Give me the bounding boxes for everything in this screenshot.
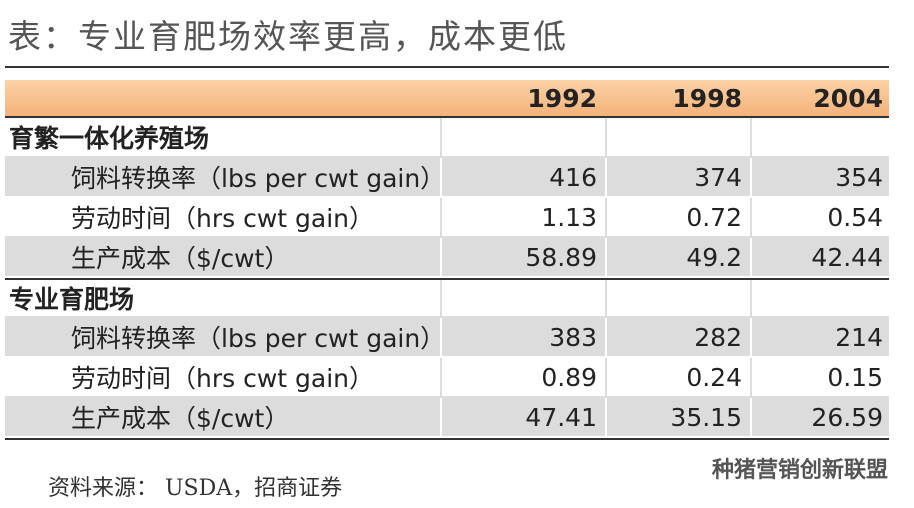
header-row: 1992 1998 2004 — [5, 80, 889, 118]
cell: 0.72 — [605, 198, 748, 236]
cell — [605, 118, 748, 156]
data-row: 饲料转换率（lbs per cwt gain） 416 374 354 — [5, 158, 889, 198]
row-label: 劳动时间（hrs cwt gain） — [71, 364, 375, 393]
cell: 354 — [750, 158, 889, 196]
cell — [440, 118, 603, 156]
cell: 282 — [605, 318, 748, 356]
cell: 49.2 — [605, 238, 748, 276]
rule — [5, 66, 889, 68]
row-label: 劳动时间（hrs cwt gain） — [71, 204, 375, 233]
cell: 26.59 — [750, 398, 889, 436]
cell: 0.89 — [440, 358, 603, 396]
data-row: 生产成本（$/cwt） 58.89 49.2 42.44 — [5, 238, 889, 278]
cell: 1992 — [527, 83, 597, 113]
cell: 383 — [440, 318, 603, 356]
row-label: 生产成本（$/cwt） — [71, 404, 290, 433]
title: 表：专业育肥场效率更高，成本更低 — [8, 17, 568, 56]
table: 1992 1998 2004 育繁一体化养殖场饲料转换率（lbs per cwt ga… — [5, 80, 889, 438]
source-note: 资料来源： USDA，招商证券 — [48, 476, 343, 501]
cell — [440, 280, 603, 316]
cell: 1.13 — [440, 198, 603, 236]
row-label: 饲料转换率（lbs per cwt gain） — [71, 164, 446, 193]
data-row: 生产成本（$/cwt） 47.41 35.15 26.59 — [5, 398, 889, 438]
cell: 47.41 — [440, 398, 603, 436]
watermark: 种猪营销创新联盟 — [711, 458, 888, 483]
cell — [750, 280, 889, 316]
cell: 58.89 — [440, 238, 603, 276]
cell: 416 — [440, 158, 603, 196]
data-row: 饲料转换率（lbs per cwt gain） 383 282 214 — [5, 318, 889, 358]
data-row: 劳动时间（hrs cwt gain） 0.89 0.24 0.15 — [5, 358, 889, 398]
section-row: 专业育肥场 — [5, 278, 889, 318]
cell: 2004 — [813, 83, 883, 113]
section-label: 专业育肥场 — [9, 285, 135, 314]
section-row: 育繁一体化养殖场 — [5, 118, 889, 158]
cell: 214 — [750, 318, 889, 356]
cell — [5, 80, 440, 116]
cell: 0.15 — [750, 358, 889, 396]
data-row: 劳动时间（hrs cwt gain） 1.13 0.72 0.54 — [5, 198, 889, 238]
cell: 0.54 — [750, 198, 889, 236]
cell: 374 — [605, 158, 748, 196]
row-label: 生产成本（$/cwt） — [71, 244, 290, 273]
rule — [5, 438, 889, 440]
section-label: 育繁一体化养殖场 — [9, 124, 210, 153]
cell: 0.24 — [605, 358, 748, 396]
cell — [750, 118, 889, 156]
cell: 42.44 — [750, 238, 889, 276]
row-label: 饲料转换率（lbs per cwt gain） — [71, 324, 446, 353]
cell — [605, 280, 748, 316]
cell: 35.15 — [605, 398, 748, 436]
cell: 1998 — [672, 83, 742, 113]
